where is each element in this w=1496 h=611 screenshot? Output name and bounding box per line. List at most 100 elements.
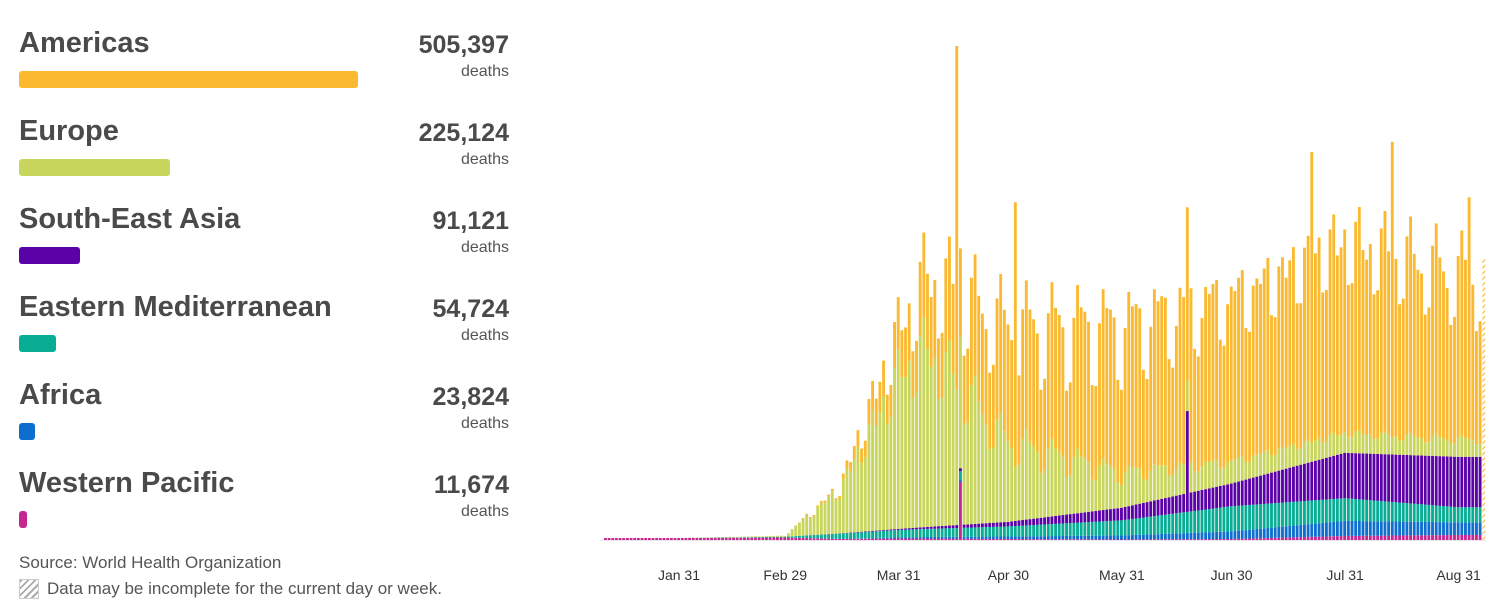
region-south-east-asia[interactable]: South-East Asia 91,121 deaths bbox=[19, 203, 509, 283]
bar-segment bbox=[1178, 287, 1182, 463]
bar-segment bbox=[1211, 508, 1215, 533]
bar-segment bbox=[849, 532, 853, 539]
bar-segment bbox=[1328, 536, 1332, 540]
bar-segment bbox=[713, 537, 717, 540]
bar-segment bbox=[838, 538, 842, 540]
bar-segment bbox=[1456, 456, 1460, 508]
bar-segment bbox=[1182, 494, 1186, 513]
bar-segment bbox=[1072, 539, 1076, 540]
bar-segment bbox=[1350, 498, 1354, 521]
bar-segment bbox=[1324, 441, 1328, 458]
bar-segment bbox=[1054, 515, 1057, 524]
bar-segment bbox=[1251, 477, 1255, 505]
bar-segment bbox=[1464, 534, 1467, 540]
bar-segment bbox=[1207, 462, 1211, 489]
bar-segment bbox=[973, 538, 977, 540]
bar-segment bbox=[999, 522, 1003, 527]
bar-segment bbox=[1277, 448, 1281, 471]
bar-segment bbox=[896, 538, 900, 540]
bar-segment bbox=[1471, 507, 1475, 523]
bar-segment bbox=[1112, 468, 1116, 509]
bar-segment bbox=[926, 273, 929, 349]
bar-segment bbox=[1226, 531, 1230, 540]
bar-segment bbox=[699, 537, 702, 540]
bar-segment bbox=[695, 537, 699, 540]
bar-segment bbox=[1343, 535, 1347, 540]
bar-segment bbox=[1002, 536, 1006, 539]
bar-segment bbox=[805, 514, 809, 536]
bar-segment bbox=[1416, 455, 1420, 505]
bar-segment bbox=[878, 530, 882, 532]
bar-segment bbox=[988, 536, 992, 539]
bar-segment bbox=[1105, 535, 1109, 540]
bar-segment bbox=[1248, 504, 1251, 530]
bar-segment bbox=[1024, 429, 1028, 520]
bar-segment bbox=[955, 527, 959, 537]
bar-segment bbox=[1313, 460, 1317, 501]
bar-segment bbox=[669, 537, 673, 540]
bar-segment bbox=[1365, 499, 1369, 522]
bar-segment bbox=[918, 527, 922, 530]
bar-segment bbox=[1262, 538, 1266, 540]
bar-segment bbox=[1368, 244, 1372, 435]
bar-segment bbox=[1434, 535, 1438, 540]
bar-segment bbox=[1365, 535, 1369, 540]
region-europe[interactable]: Europe 225,124 deaths bbox=[19, 115, 509, 195]
bar-segment bbox=[1394, 521, 1398, 536]
bar-segment bbox=[1017, 375, 1021, 464]
bar-segment bbox=[1270, 537, 1273, 540]
bar-segment bbox=[1039, 517, 1043, 525]
bar-segment bbox=[948, 525, 951, 529]
bar-segment bbox=[882, 530, 885, 538]
region-deaths-unit: deaths bbox=[460, 327, 509, 344]
bar-segment bbox=[1131, 505, 1134, 519]
bar-segment bbox=[1423, 314, 1427, 443]
bar-segment bbox=[794, 536, 798, 538]
bar-segment bbox=[1398, 440, 1402, 455]
bar-segment bbox=[808, 538, 812, 540]
bar-segment bbox=[1010, 448, 1014, 522]
bar-segment bbox=[1039, 536, 1043, 540]
bar-segment bbox=[1134, 304, 1138, 468]
bar-segment bbox=[1065, 477, 1068, 515]
bar-segment bbox=[889, 537, 893, 539]
bar-segment bbox=[1273, 317, 1277, 455]
bar-segment bbox=[893, 538, 896, 540]
bar-segment bbox=[1248, 478, 1251, 505]
bar-segment bbox=[1123, 472, 1127, 507]
bar-segment bbox=[1112, 520, 1116, 536]
bar-segment bbox=[1131, 306, 1134, 469]
bar-segment bbox=[1368, 453, 1372, 501]
region-western-pacific[interactable]: Western Pacific 11,674 deaths bbox=[19, 467, 509, 547]
bar-segment bbox=[1211, 283, 1215, 461]
bar-segment bbox=[1460, 534, 1464, 540]
bar-segment bbox=[882, 360, 885, 397]
bar-segment bbox=[1218, 507, 1222, 532]
bar-segment bbox=[1270, 315, 1273, 456]
bar-segment bbox=[1098, 535, 1101, 540]
bar-segment bbox=[1193, 510, 1197, 533]
bar-segment bbox=[1442, 438, 1445, 457]
bar-segment bbox=[1215, 459, 1219, 487]
bar-segment bbox=[1295, 303, 1299, 449]
region-eastern-mediterranean[interactable]: Eastern Mediterranean 54,724 deaths bbox=[19, 291, 509, 371]
bar-segment bbox=[1189, 462, 1193, 493]
bar-segment bbox=[1390, 437, 1394, 455]
bar-segment bbox=[607, 537, 611, 540]
bar-segment bbox=[1409, 503, 1412, 522]
bar-segment bbox=[790, 537, 794, 540]
bar-segment bbox=[743, 537, 746, 540]
region-americas[interactable]: Americas 505,397 deaths bbox=[19, 27, 509, 107]
bar-segment bbox=[1383, 535, 1387, 540]
bar-segment bbox=[900, 537, 904, 539]
region-africa[interactable]: Africa 23,824 deaths bbox=[19, 379, 509, 459]
bar-segment bbox=[1061, 539, 1065, 540]
bar-segment bbox=[805, 513, 809, 515]
bar-segment bbox=[1412, 521, 1416, 536]
bar-segment bbox=[1453, 534, 1456, 540]
bar-segment bbox=[1083, 522, 1087, 536]
bar-segment bbox=[944, 258, 948, 352]
bar-segment bbox=[1317, 437, 1321, 460]
bar-segment bbox=[856, 447, 860, 533]
bar-segment bbox=[867, 531, 871, 532]
